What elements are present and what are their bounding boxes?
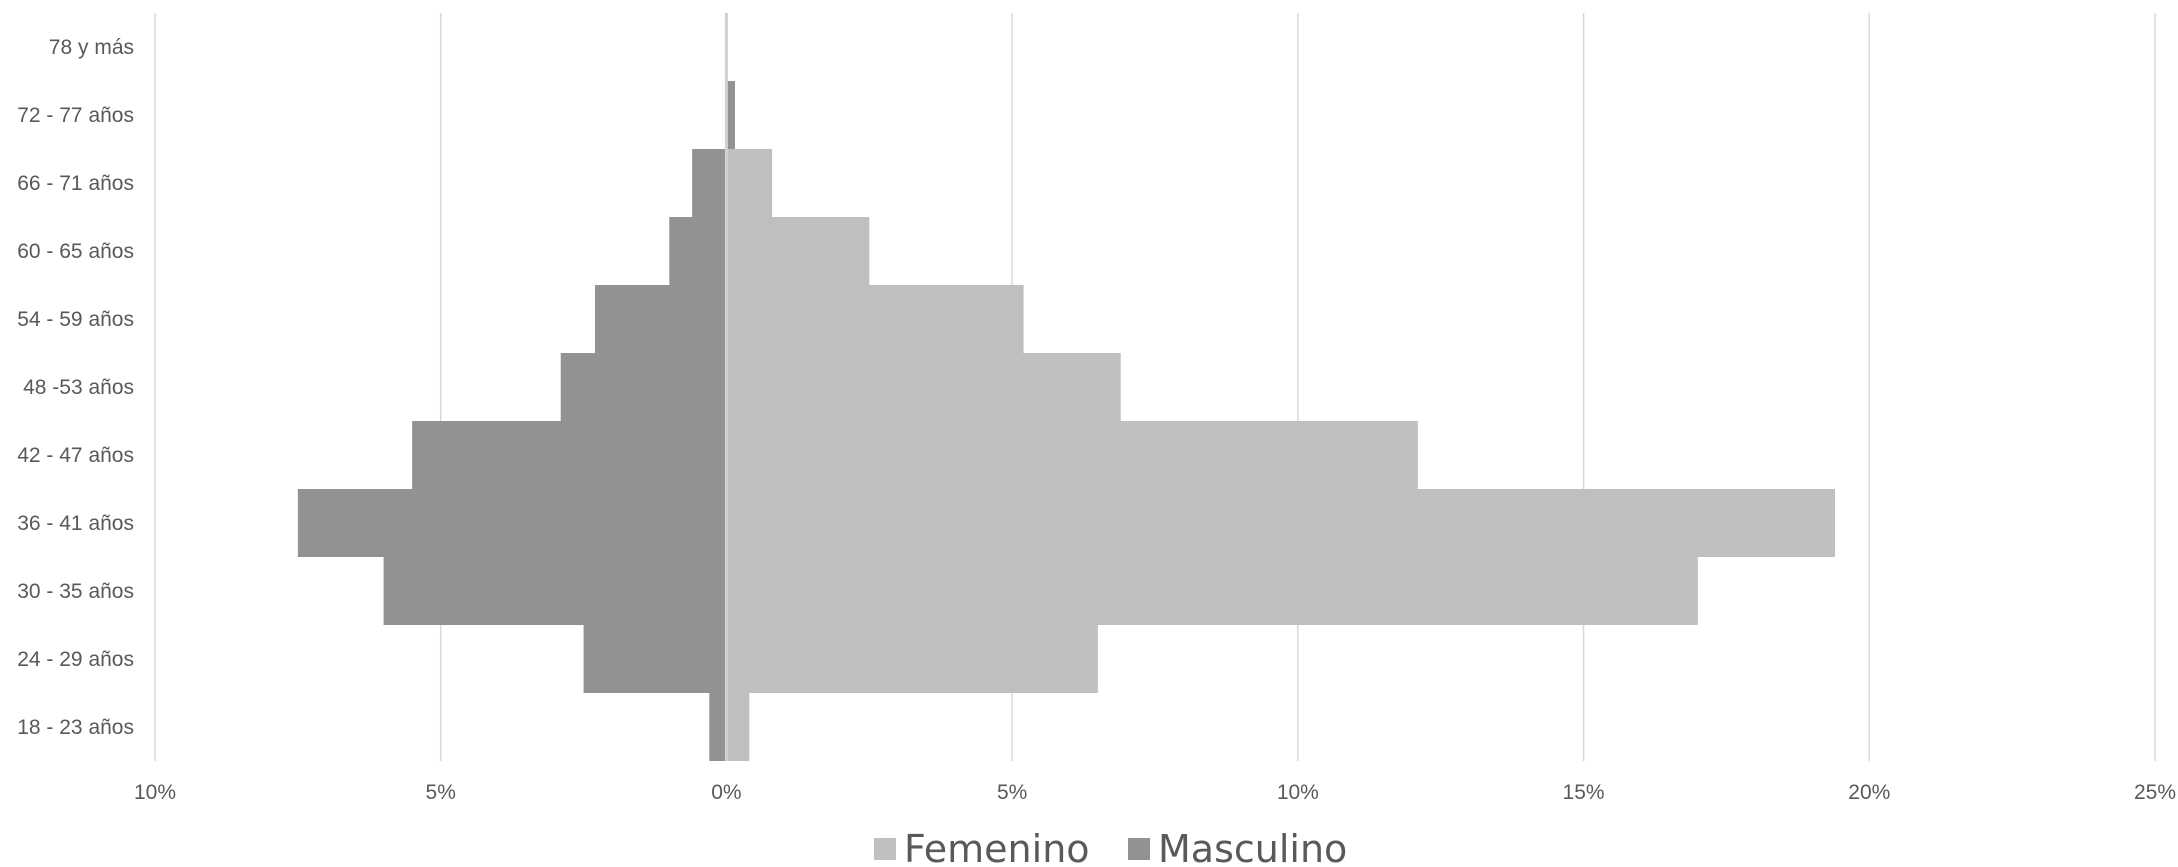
grid-lines: [154, 13, 2156, 761]
x-tick-label: 5%: [426, 781, 456, 804]
bar-masculino: [692, 149, 727, 217]
category-axis-labels: 18 - 23 años 24 - 29 años 30 - 35 años 36 -…: [17, 36, 134, 739]
category-label: 72 - 77 años: [17, 104, 134, 127]
bar-masculino: [669, 217, 727, 285]
category-label: 48 -53 años: [23, 376, 134, 399]
bar-masculino: [560, 353, 727, 421]
bar-femenino: [726, 149, 773, 217]
bar-femenino: [726, 285, 1024, 353]
category-label: 78 y más: [49, 36, 134, 59]
bar-femenino: [726, 421, 1418, 489]
legend: Femenino Masculino: [874, 827, 1347, 867]
bar-masculino: [595, 285, 727, 353]
x-tick-label: 10%: [1277, 781, 1319, 804]
x-axis-tick-labels: 10% 5% 0% 5% 10% 15% 20% 25%: [134, 781, 2176, 804]
bar-femenino: [726, 353, 1121, 421]
category-label: 30 - 35 años: [17, 580, 134, 603]
bar-masculino: [297, 489, 727, 557]
category-label: 36 - 41 años: [17, 512, 134, 535]
x-tick-label: 0%: [711, 781, 741, 804]
bar-femenino: [726, 489, 1835, 557]
legend-swatch-femenino: [874, 838, 896, 860]
bar-masculino: [709, 693, 727, 761]
legend-swatch-masculino: [1128, 838, 1150, 860]
x-tick-label: 25%: [2134, 781, 2176, 804]
category-label: 42 - 47 años: [17, 444, 134, 467]
category-label: 60 - 65 años: [17, 240, 134, 263]
x-tick-label: 20%: [1848, 781, 1890, 804]
bar-masculino: [583, 625, 727, 693]
legend-label-femenino: Femenino: [904, 827, 1090, 867]
bar-femenino: [726, 693, 750, 761]
bar-femenino: [726, 557, 1698, 625]
category-label: 66 - 71 años: [17, 172, 134, 195]
category-label: 54 - 59 años: [17, 308, 134, 331]
legend-label-masculino: Masculino: [1158, 827, 1347, 867]
bar-masculino: [383, 557, 727, 625]
category-label: 24 - 29 años: [17, 648, 134, 671]
x-tick-label: 10%: [134, 781, 176, 804]
bar-femenino: [726, 217, 870, 285]
bar-femenino: [726, 625, 1098, 693]
bars: [297, 13, 1835, 761]
x-tick-label: 5%: [997, 781, 1027, 804]
bar-masculino: [412, 421, 727, 489]
bar-masculino: [726, 81, 735, 149]
category-label: 18 - 23 años: [17, 716, 134, 739]
x-tick-label: 15%: [1563, 781, 1605, 804]
